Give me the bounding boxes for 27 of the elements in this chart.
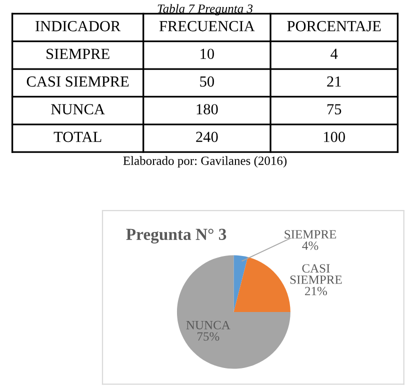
pie-slice: [234, 255, 248, 312]
text: Elaborado por: Gavilanes (2016): [123, 156, 287, 168]
data-label: 4: [330, 48, 338, 59]
pie-slice: [176, 255, 290, 369]
data-label: 21: [327, 76, 341, 87]
data-label: 21%: [305, 286, 327, 296]
data-label: 180: [196, 104, 218, 114]
category-label: NUNCA: [51, 104, 105, 114]
text: Tabla 7 Pregunta 3: [158, 4, 253, 16]
data-label: 10: [200, 48, 214, 60]
data-label: 4%: [302, 241, 318, 250]
category-label: TOTAL: [54, 132, 102, 142]
category-label: SIEMPRE: [46, 48, 110, 60]
slice-label: SIEMPRE: [284, 230, 336, 239]
category-label: CASI SIEMPRE: [26, 76, 129, 87]
text: FRECUENCIA: [159, 21, 255, 32]
slice-label: NUNCA: [186, 320, 230, 330]
text: PORCENTAJE: [287, 21, 381, 32]
text: INDICADOR: [36, 21, 121, 32]
data-label: 75: [327, 104, 342, 114]
pie-slice: [234, 257, 290, 312]
data-label: 240: [196, 132, 218, 142]
slice-label: CASI SIEMPRE: [290, 264, 342, 284]
data-label: 75%: [198, 332, 220, 341]
data-label: 50: [200, 76, 214, 87]
data-label: 100: [324, 132, 345, 142]
chart-title: Pregunta N° 3: [126, 228, 226, 244]
